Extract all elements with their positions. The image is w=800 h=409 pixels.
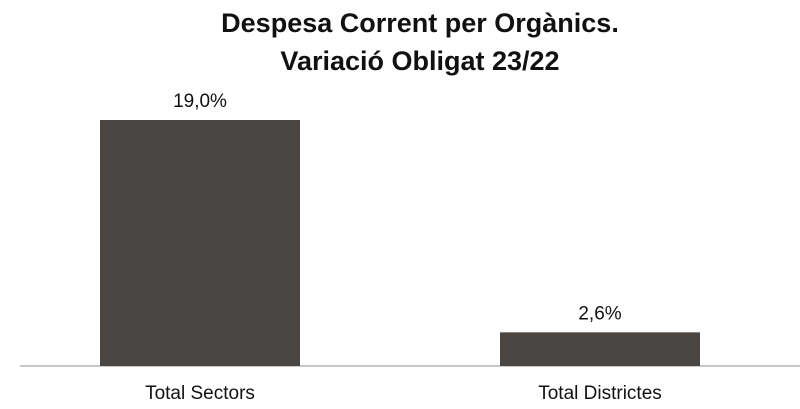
chart-title: Variació Obligat 23/22 [280, 46, 559, 76]
x-tick-label: Total Districtes [538, 383, 662, 404]
bar [500, 332, 700, 366]
value-label: 19,0% [173, 91, 227, 112]
value-label: 2,6% [578, 303, 621, 324]
chart-title: Despesa Corrent per Orgànics. [221, 8, 619, 38]
x-tick-label: Total Sectors [145, 383, 255, 404]
bar [100, 120, 300, 366]
